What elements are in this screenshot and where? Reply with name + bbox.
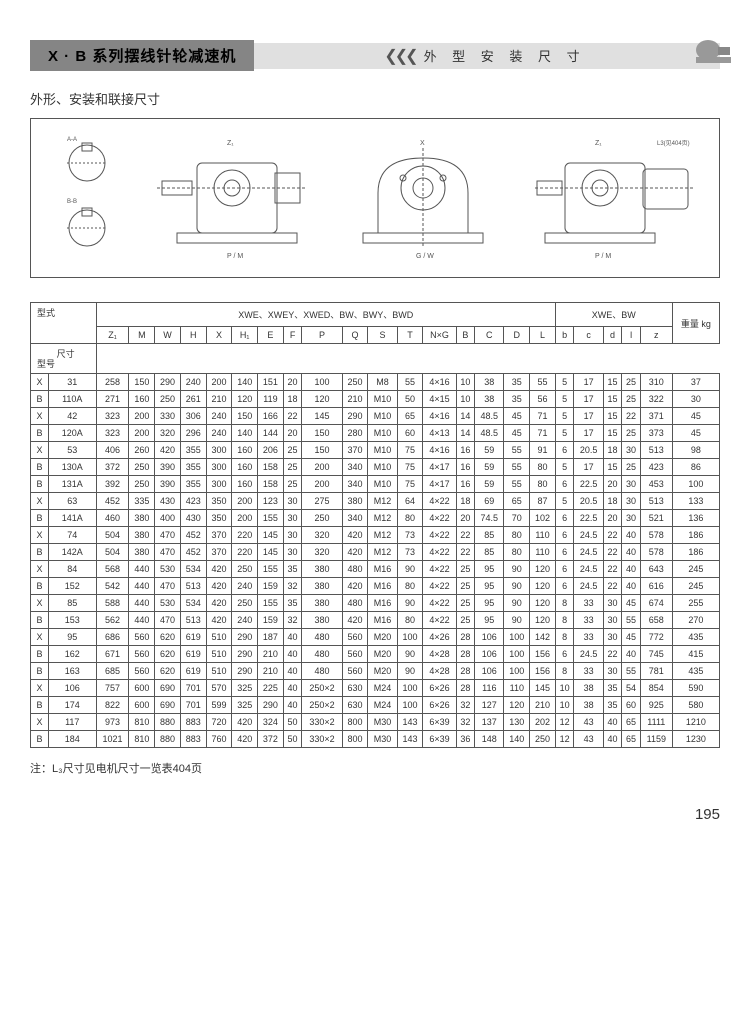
diagram-side-2: Z₁ L3(见404页) P / M bbox=[540, 133, 690, 263]
subtitle: 外形、安装和联接尺寸 bbox=[30, 89, 720, 108]
table-row: X8456844053053442025015535380480M16904×2… bbox=[31, 561, 720, 578]
table-row: X4232320033030624015016622145290M10654×1… bbox=[31, 408, 720, 425]
table-row: X5340626042035530016020625150370M10754×1… bbox=[31, 442, 720, 459]
table-row: X9568656062061951029018740480560M201004×… bbox=[31, 629, 720, 646]
column-headers: Z₁MW HXH₁ EFP QST N×GBC DLb cdl z bbox=[31, 327, 720, 344]
svg-text:A-A: A-A bbox=[67, 137, 77, 143]
table-body: X3125815029024020014015120100250M8554×16… bbox=[31, 374, 720, 748]
table-row: B15356244047051342024015932380420M16804×… bbox=[31, 612, 720, 629]
table-row: B120A32320032029624014014420150280M10604… bbox=[31, 425, 720, 442]
table-row: B184102181088088376042037250330×2800M301… bbox=[31, 731, 720, 748]
svg-text:P / M: P / M bbox=[227, 253, 243, 260]
table-row: X3125815029024020014015120100250M8554×16… bbox=[31, 374, 720, 391]
table-row: B16267156062061951029021040480560M20904×… bbox=[31, 646, 720, 663]
footnote: 注：L₃尺寸见电机尺寸一览表404页 bbox=[30, 760, 720, 776]
section-label: 外 型 安 装 尺 寸 bbox=[424, 46, 586, 65]
technical-diagrams: A-A B-B Z₁ P / M X G / W bbox=[30, 118, 720, 278]
svg-text:X: X bbox=[420, 140, 425, 147]
table-row: X8558844053053442025015535380480M16904×2… bbox=[31, 595, 720, 612]
col-type: 型式 bbox=[31, 303, 97, 344]
table-row: X7450438047045237022014530320420M12734×2… bbox=[31, 527, 720, 544]
header-group2: XWE、BW bbox=[555, 303, 672, 327]
col-weight: 重量 kg bbox=[672, 303, 719, 344]
diagram-section-aa: A-A B-B bbox=[60, 133, 115, 263]
svg-text:L3(见404页): L3(见404页) bbox=[657, 140, 690, 147]
svg-text:G / W: G / W bbox=[416, 253, 434, 260]
header-group1: XWE、XWEY、XWED、BW、BWY、BWD bbox=[96, 303, 555, 327]
table-row: B16368556062061951029021040480560M20904×… bbox=[31, 663, 720, 680]
table-row: B110A27116025026121012011918120210M10504… bbox=[31, 391, 720, 408]
header-section: ❮❮❮ 外 型 安 装 尺 寸 bbox=[254, 43, 720, 69]
table-row: B131A39225039035530016015825200340M10754… bbox=[31, 476, 720, 493]
svg-text:B-B: B-B bbox=[67, 199, 77, 205]
dimension-table: 型式 XWE、XWEY、XWED、BW、BWY、BWD XWE、BW 重量 kg… bbox=[30, 302, 720, 748]
table-row: B15254244047051342024015932380420M16804×… bbox=[31, 578, 720, 595]
table-row: B17482260069070159932529040250×2630M2410… bbox=[31, 697, 720, 714]
table-row: X10675760069070157032522540250×2630M2410… bbox=[31, 680, 720, 697]
table-row: X11797381088088372042032450330×2800M3014… bbox=[31, 714, 720, 731]
svg-text:Z₁: Z₁ bbox=[227, 140, 234, 147]
svg-text:Z₁: Z₁ bbox=[595, 140, 602, 147]
gearbox-icon bbox=[688, 35, 738, 70]
page-number: 195 bbox=[30, 806, 720, 823]
chevron-left-icon: ❮❮❮ bbox=[384, 46, 415, 66]
table-row: B141A46038040043035020015530250340M12804… bbox=[31, 510, 720, 527]
diagram-side-1: Z₁ P / M bbox=[157, 133, 307, 263]
table-row: B130A37225039035530016015825200340M10754… bbox=[31, 459, 720, 476]
page-header: X · B 系列摆线针轮减速机 ❮❮❮ 外 型 安 装 尺 寸 bbox=[30, 40, 720, 71]
diagram-front: X G / W bbox=[348, 133, 498, 263]
table-row: B142A50438047045237022014530320420M12734… bbox=[31, 544, 720, 561]
table-row: X6345233543042335020012330275380M12644×2… bbox=[31, 493, 720, 510]
header-title: X · B 系列摆线针轮减速机 bbox=[30, 40, 254, 71]
col-model: 尺寸 型号 bbox=[31, 344, 97, 374]
svg-text:P / M: P / M bbox=[595, 253, 611, 260]
